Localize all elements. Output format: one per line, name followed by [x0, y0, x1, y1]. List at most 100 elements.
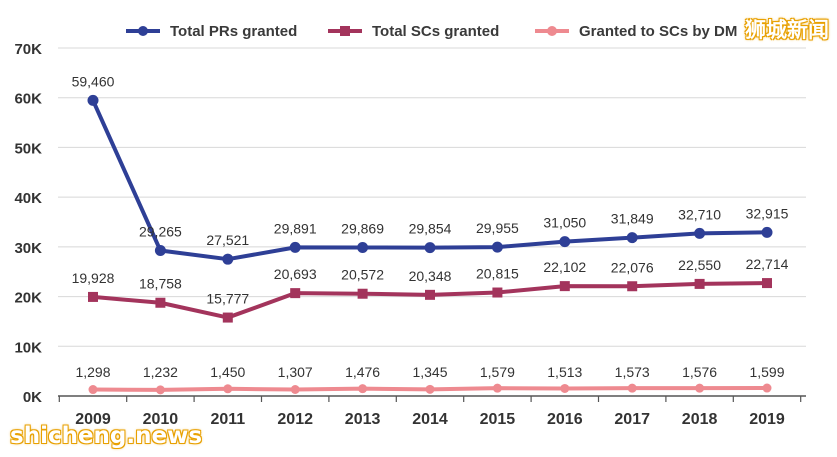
data-point-dm	[560, 383, 570, 393]
data-point-sc	[155, 297, 166, 308]
data-label-pr: 31,849	[611, 211, 654, 227]
data-label-dm: 1,298	[75, 364, 110, 380]
data-point-pr	[87, 94, 99, 106]
legend-marker-pr	[126, 26, 160, 36]
y-tick-label: 60K	[14, 91, 42, 108]
data-label-dm: 1,232	[143, 364, 178, 380]
x-tick-label: 2014	[412, 411, 448, 428]
x-tick-label: 2009	[75, 411, 111, 428]
data-label-dm: 1,573	[615, 364, 650, 380]
data-label-dm: 1,599	[749, 364, 784, 380]
x-tick-label: 2015	[480, 411, 516, 428]
data-label-sc: 20,572	[341, 267, 384, 283]
data-point-dm	[358, 384, 368, 394]
data-label-pr: 29,869	[341, 221, 384, 237]
data-label-sc: 22,076	[611, 259, 654, 275]
y-tick-label: 50K	[14, 140, 42, 157]
series-lines	[87, 94, 773, 395]
watermark-top-right: 狮城新闻	[745, 18, 829, 42]
data-label-dm: 1,579	[480, 364, 515, 380]
data-label-sc: 22,102	[543, 259, 586, 275]
data-point-pr	[289, 241, 301, 253]
x-tick-label: 2019	[749, 411, 785, 428]
legend-marker-sc	[328, 26, 362, 36]
data-label-sc: 15,777	[206, 291, 249, 307]
data-point-sc	[357, 288, 368, 299]
data-point-pr	[357, 242, 369, 254]
data-point-pr	[424, 242, 436, 254]
data-label-dm: 1,576	[682, 364, 717, 380]
data-label-sc: 19,928	[72, 270, 115, 286]
x-tick-label: 2010	[143, 411, 179, 428]
data-point-pr	[222, 253, 234, 265]
data-label-sc: 22,550	[678, 257, 721, 273]
data-point-pr	[761, 226, 773, 238]
data-point-dm	[762, 383, 772, 393]
data-label-pr: 59,460	[72, 73, 115, 89]
data-point-pr	[559, 236, 571, 248]
data-point-pr	[154, 245, 166, 257]
data-point-sc	[222, 312, 233, 323]
x-tick-label: 2016	[547, 411, 583, 428]
data-label-dm: 1,345	[412, 364, 447, 380]
data-point-sc	[425, 289, 435, 300]
legend-label-pr: Total PRs granted	[170, 22, 298, 40]
legend-label-dm: Granted to SCs by DM	[579, 22, 738, 40]
data-label-pr: 29,891	[274, 220, 317, 236]
axes: 0K 10K 20K 30K 40K 50K 60K 70K 2009 2010 2011 2012 2…	[14, 41, 806, 428]
data-label-dm: 1,307	[278, 364, 313, 380]
data-label-sc: 20,693	[274, 266, 317, 282]
data-point-sc	[559, 281, 570, 292]
data-point-dm	[425, 384, 435, 394]
data-point-sc	[627, 281, 638, 292]
data-point-sc	[694, 278, 705, 289]
data-label-pr: 27,521	[206, 232, 249, 248]
data-label-pr: 31,050	[543, 215, 586, 231]
data-point-pr	[694, 227, 706, 239]
data-label-sc: 20,348	[409, 268, 452, 284]
data-point-dm	[155, 385, 165, 395]
data-label-dm: 1,450	[210, 364, 245, 380]
data-point-pr	[491, 241, 503, 253]
x-tick-label: 2018	[682, 411, 718, 428]
watermark-bottom-left: shicheng.news	[10, 423, 203, 449]
data-point-dm	[627, 383, 637, 393]
y-gridlines	[58, 47, 806, 347]
y-tick-label: 30K	[14, 240, 42, 257]
data-point-dm	[223, 384, 233, 394]
legend-label-sc: Total SCs granted	[372, 22, 500, 40]
data-label-dm: 1,513	[547, 364, 582, 380]
data-label-pr: 29,955	[476, 220, 519, 236]
x-tick-label: 2012	[277, 411, 313, 428]
data-point-sc	[492, 287, 503, 298]
data-label-pr: 29,265	[139, 224, 182, 240]
data-point-sc	[762, 278, 772, 289]
data-label-dm: 1,476	[345, 364, 380, 380]
data-point-dm	[88, 385, 98, 395]
data-label-pr: 32,710	[678, 206, 721, 222]
y-tick-label: 20K	[14, 290, 42, 307]
data-label-sc: 18,758	[139, 276, 182, 292]
data-label-sc: 20,815	[476, 266, 519, 282]
legend-item-dm: Granted to SCs by DM	[535, 18, 737, 44]
legend-marker-dm	[535, 26, 569, 36]
y-tick-label: 40K	[14, 190, 42, 207]
data-label-pr: 32,915	[746, 205, 789, 221]
series-line-sc	[91, 281, 769, 320]
data-point-pr	[626, 232, 638, 244]
data-point-dm	[695, 383, 705, 393]
data-point-sc	[290, 288, 301, 299]
data-label-pr: 29,854	[409, 221, 452, 237]
y-tick-label: 70K	[14, 41, 42, 58]
legend-item-sc: Total SCs granted	[328, 18, 499, 44]
data-point-sc	[88, 291, 98, 302]
y-tick-label: 10K	[14, 339, 42, 356]
data-point-dm	[290, 385, 300, 395]
legend-item-pr: Total PRs granted	[126, 18, 297, 44]
x-tick-label: 2017	[614, 411, 650, 428]
data-label-sc: 22,714	[746, 256, 789, 272]
data-labels: 59,460 29,265 27,521 29,891 29,869 29,854 29,9…	[72, 73, 789, 380]
x-tick-label: 2011	[210, 411, 245, 428]
data-point-dm	[492, 383, 502, 393]
